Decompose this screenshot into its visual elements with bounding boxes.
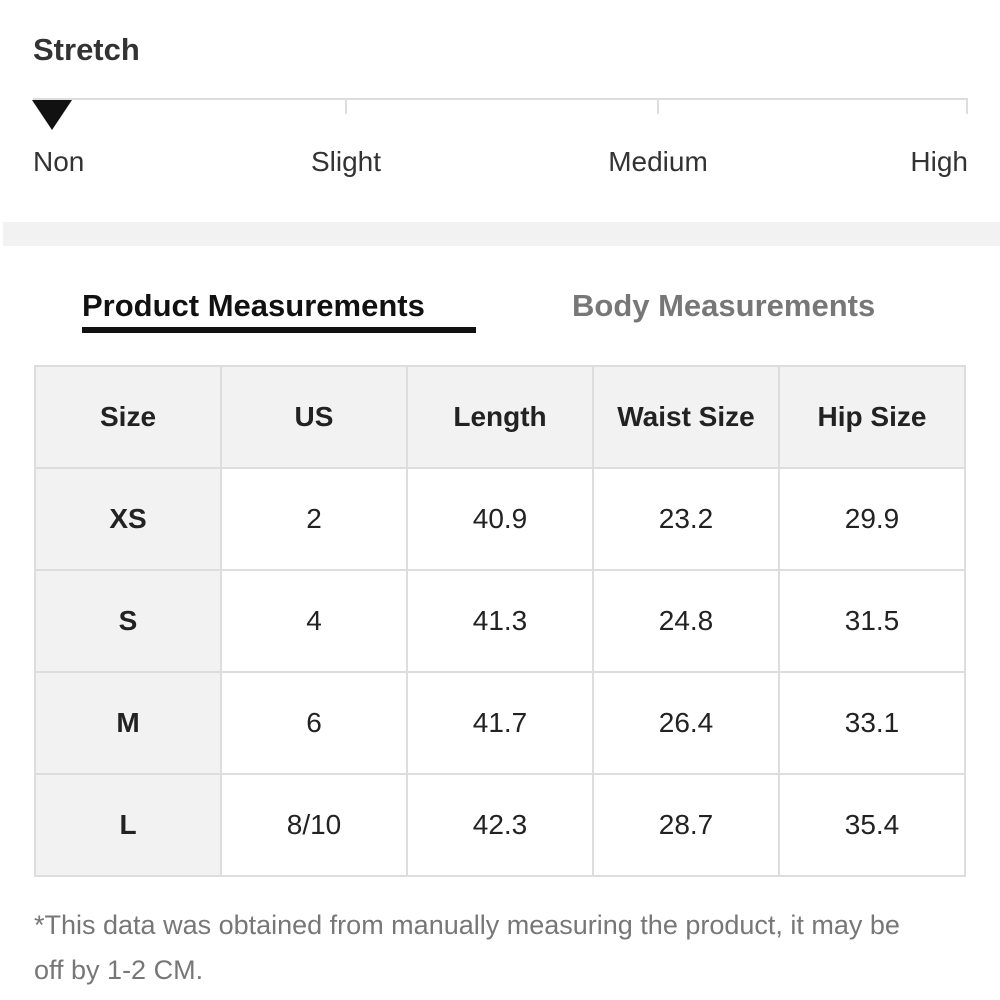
header-cell: Length (408, 367, 594, 469)
size-table: Size US Length Waist Size Hip Size XS 2 40.9 23.… (34, 365, 966, 877)
header-cell: Hip Size (780, 367, 966, 469)
scale-tick (966, 98, 968, 114)
stretch-level: Non (33, 146, 85, 177)
scale-tick (657, 98, 659, 114)
table-cell: 31.5 (780, 571, 966, 673)
table-cell: S (36, 571, 222, 673)
table-cell: 29.9 (780, 469, 966, 571)
tab[interactable]: Body Measurements (572, 288, 876, 323)
table-cell: 41.3 (408, 571, 594, 673)
tab[interactable]: Product Measurements (82, 288, 425, 323)
scale-line (33, 98, 968, 100)
table-cell: 42.3 (408, 775, 594, 877)
table-cell: M (36, 673, 222, 775)
table-cell: L (36, 775, 222, 877)
table-cell: 23.2 (594, 469, 780, 571)
header-cell: Size (36, 367, 222, 469)
table-cell: 2 (222, 469, 408, 571)
table-cell: 26.4 (594, 673, 780, 775)
table-cell: 4 (222, 571, 408, 673)
stretch-level: Medium (608, 146, 708, 177)
tab-underline (82, 327, 476, 333)
divider (3, 222, 1000, 246)
stretch-level: High (910, 146, 968, 177)
scale-tick (345, 98, 347, 114)
header-cell: Waist Size (594, 367, 780, 469)
stretch-level: Slight (310, 146, 382, 177)
table-cell: 41.7 (408, 673, 594, 775)
table-cell: 40.9 (408, 469, 594, 571)
scale-pointer (32, 100, 72, 130)
table-cell: 8/10 (222, 775, 408, 877)
table-cell: 24.8 (594, 571, 780, 673)
table-cell: XS (36, 469, 222, 571)
header-cell: US (222, 367, 408, 469)
table-cell: 33.1 (780, 673, 966, 775)
table-cell: 6 (222, 673, 408, 775)
table-cell: 35.4 (780, 775, 966, 877)
footnote: *This data was obtained from manually me… (34, 910, 900, 985)
table-cell: 28.7 (594, 775, 780, 877)
section-title: Stretch (33, 32, 140, 67)
